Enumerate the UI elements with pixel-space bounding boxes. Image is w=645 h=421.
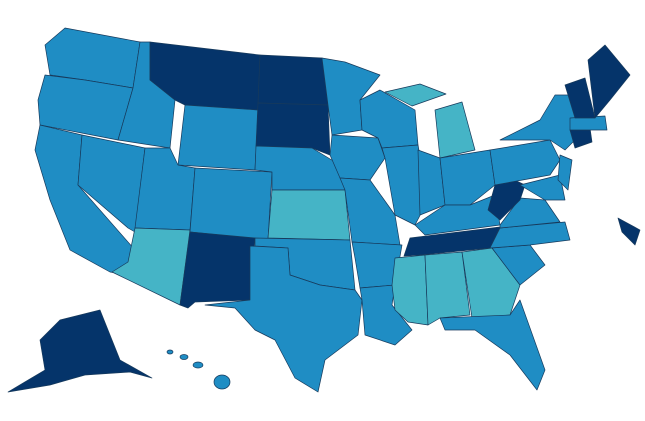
hawaii-island <box>179 354 189 360</box>
connecticut <box>569 127 593 149</box>
new-mexico <box>179 231 256 309</box>
south-dakota <box>255 102 331 156</box>
hawaii-island <box>213 374 231 390</box>
maryland-delaware <box>519 174 566 201</box>
wyoming <box>177 104 259 171</box>
nevada <box>77 134 146 233</box>
north-dakota <box>257 54 329 106</box>
kansas <box>267 189 351 241</box>
colorado <box>189 167 273 241</box>
florida <box>439 299 546 391</box>
alaska <box>7 309 153 393</box>
michigan-lower <box>434 101 476 159</box>
hawaii-island <box>166 349 174 355</box>
arizona <box>111 227 191 306</box>
hawaii-island <box>192 361 204 369</box>
puerto-rico <box>617 217 641 246</box>
texas <box>204 245 363 393</box>
alabama <box>424 251 471 326</box>
michigan-upper <box>384 83 447 107</box>
ohio <box>439 149 496 206</box>
north-carolina <box>489 221 571 249</box>
georgia <box>461 247 521 319</box>
iowa <box>329 134 386 181</box>
maine <box>587 44 631 119</box>
pennsylvania <box>489 139 561 186</box>
new-jersey <box>557 154 573 191</box>
